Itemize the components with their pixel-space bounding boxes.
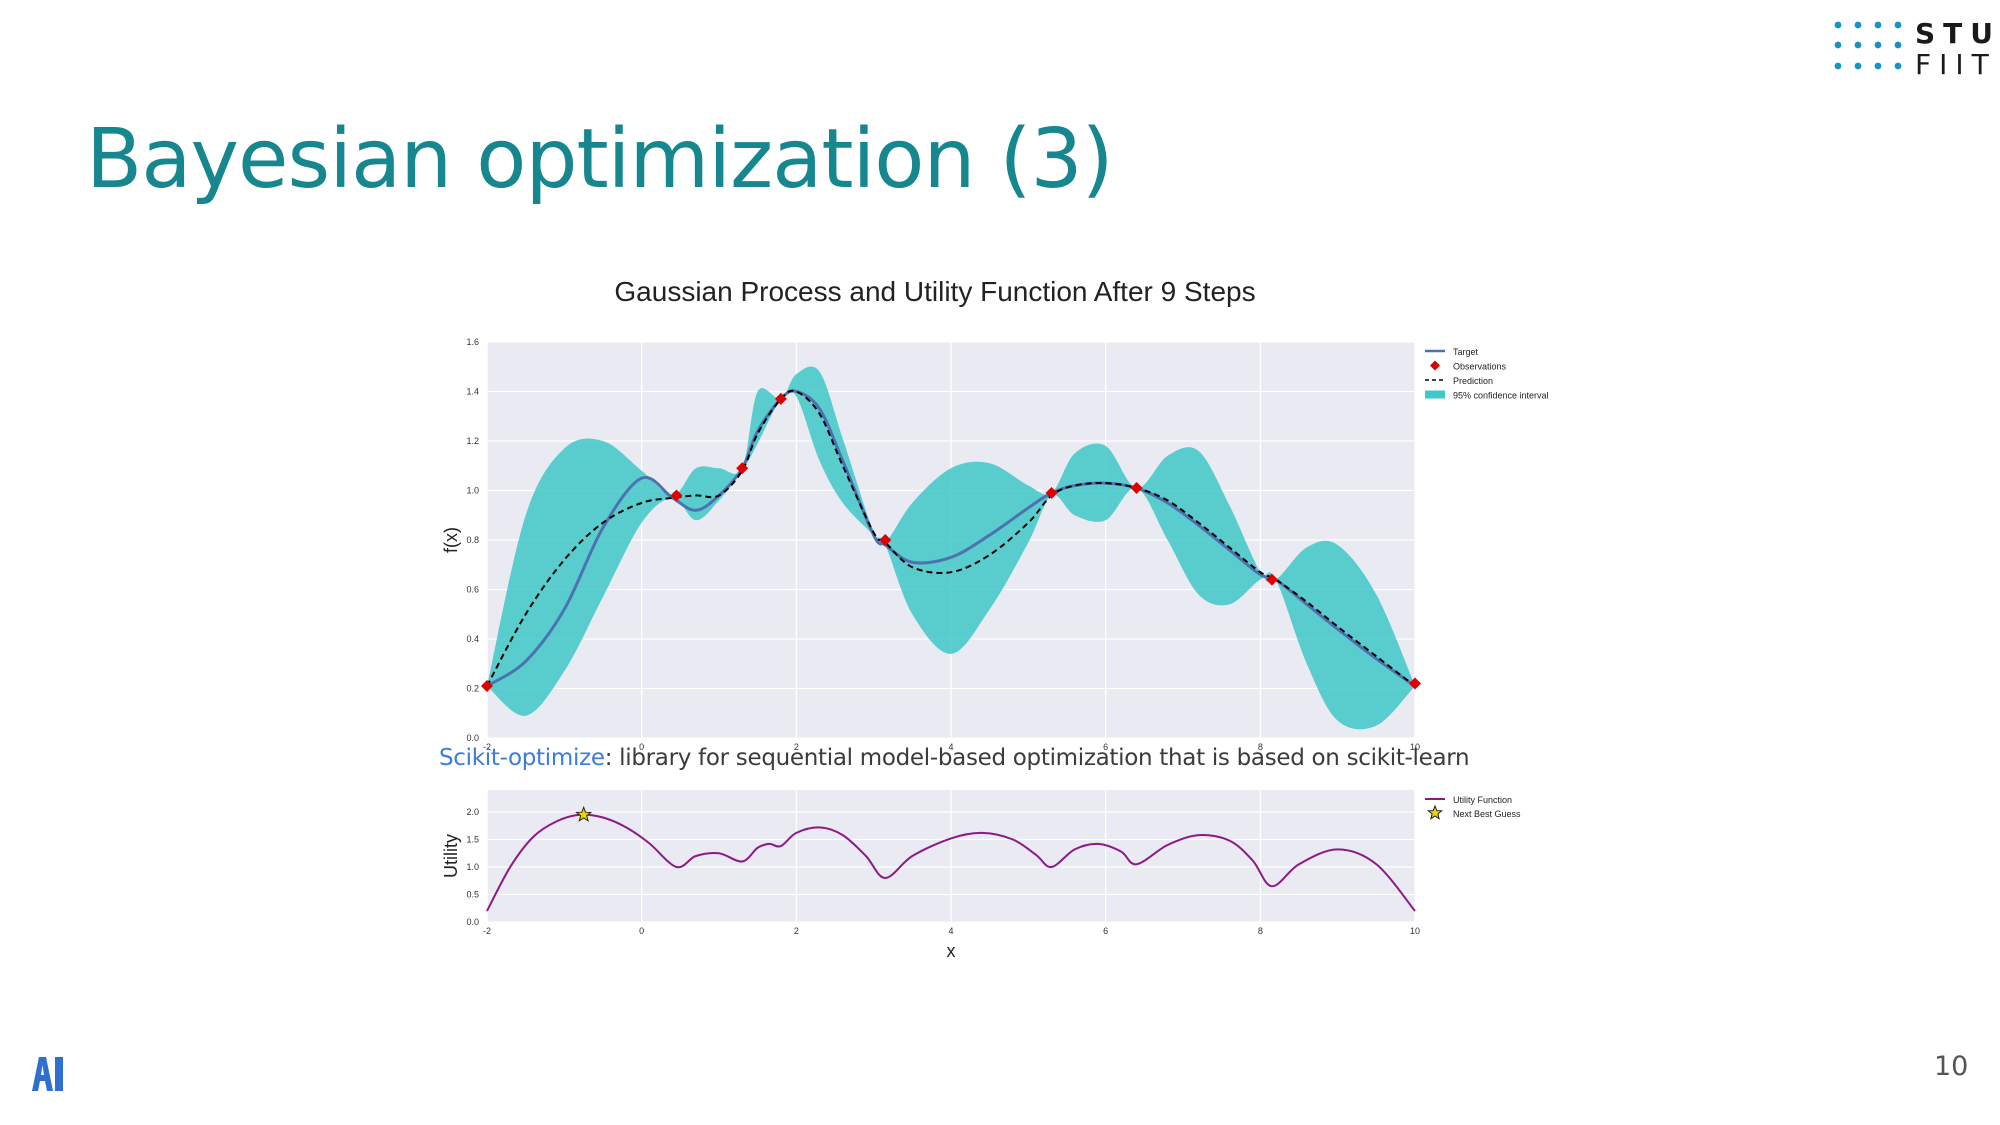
chart-title: Gaussian Process and Utility Function Af… (614, 276, 1255, 307)
gp-utility-figure: Gaussian Process and Utility Function Af… (441, 276, 1549, 961)
x-tick-label: 2 (794, 926, 799, 936)
plot-1-content (487, 366, 1415, 730)
observation-point (879, 534, 892, 546)
legend-label: Target (1453, 347, 1479, 357)
x-tick-label: 0 (639, 742, 644, 752)
legend-swatch-confidence (1425, 390, 1445, 399)
y-axis-label: Utility (441, 834, 461, 878)
logo-line-1: STU (1915, 17, 2000, 50)
x-tick-label: 0 (639, 926, 644, 936)
y-tick-label: 0.8 (466, 535, 479, 545)
legend-label: Next Best Guess (1453, 809, 1521, 819)
next-best-guess-star (575, 805, 593, 822)
x-tick-label: 4 (948, 926, 953, 936)
x-tick-label: 8 (1258, 742, 1263, 752)
y-tick-label: 0.0 (466, 733, 479, 743)
series-target (487, 389, 1415, 688)
x-tick-label: 2 (794, 742, 799, 752)
y-tick-label: 0.4 (466, 634, 479, 644)
ai-logo-icon (32, 1057, 63, 1091)
observation-point (1130, 482, 1143, 495)
y-tick-label: 2.0 (466, 807, 479, 817)
y-tick-label: 1.6 (466, 337, 479, 347)
legend-swatch-next-best-guess (1426, 804, 1444, 820)
y-tick-label: 0.2 (466, 684, 479, 694)
legend-swatch-observations (1430, 360, 1440, 371)
logo-dots-icon (1834, 21, 1902, 70)
series-utility-function (486, 813, 1416, 912)
x-tick-label: 10 (1410, 742, 1420, 752)
y-tick-label: 1.2 (466, 436, 479, 446)
x-tick-label: 6 (1103, 742, 1108, 752)
y-tick-label: 1.0 (466, 862, 479, 872)
observation-point (1265, 573, 1278, 586)
legend-label: Prediction (1453, 376, 1493, 386)
x-tick-label: 4 (948, 742, 953, 752)
y-tick-label: 0.5 (466, 890, 479, 900)
y-tick-label: 0.6 (466, 585, 479, 595)
chart-figure: Gaussian Process and Utility Function Af… (420, 258, 1660, 978)
observation-point (736, 462, 749, 475)
slide-title: Bayesian optimization (3) (86, 112, 1114, 207)
legend-label: Utility Function (1453, 795, 1512, 805)
observation-point (774, 392, 787, 405)
observation-point (670, 489, 683, 502)
y-axis-label: f(x) (441, 527, 461, 553)
logo-line-2: FIIT (1915, 48, 1997, 81)
x-tick-label: -2 (483, 742, 491, 752)
caption-text: : library for sequential model-based opt… (604, 745, 1470, 771)
scikit-optimize-link[interactable]: Scikit-optimize (439, 745, 605, 771)
stu-fiit-logo: STU FIIT (1830, 17, 2000, 81)
x-axis-label: x (947, 941, 956, 961)
legend-label: 95% confidence interval (1453, 391, 1549, 401)
y-tick-label: 1.4 (466, 387, 479, 397)
x-tick-label: 8 (1258, 926, 1263, 936)
x-tick-label: 6 (1103, 926, 1108, 936)
caption: Scikit-optimize: library for sequential … (439, 745, 1470, 771)
y-tick-label: 0.0 (466, 917, 479, 927)
observation-point (1409, 677, 1421, 690)
page-number: 10 (1934, 1051, 1969, 1082)
observation-point (1045, 486, 1058, 499)
observation-point (481, 680, 493, 693)
confidence-band (487, 366, 1415, 730)
series-prediction (487, 389, 1415, 687)
y-tick-label: 1.0 (466, 486, 479, 496)
x-tick-label: 10 (1410, 926, 1420, 936)
legend-label: Observations (1453, 362, 1507, 372)
y-tick-label: 1.5 (466, 835, 479, 845)
x-tick-label: -2 (483, 926, 491, 936)
